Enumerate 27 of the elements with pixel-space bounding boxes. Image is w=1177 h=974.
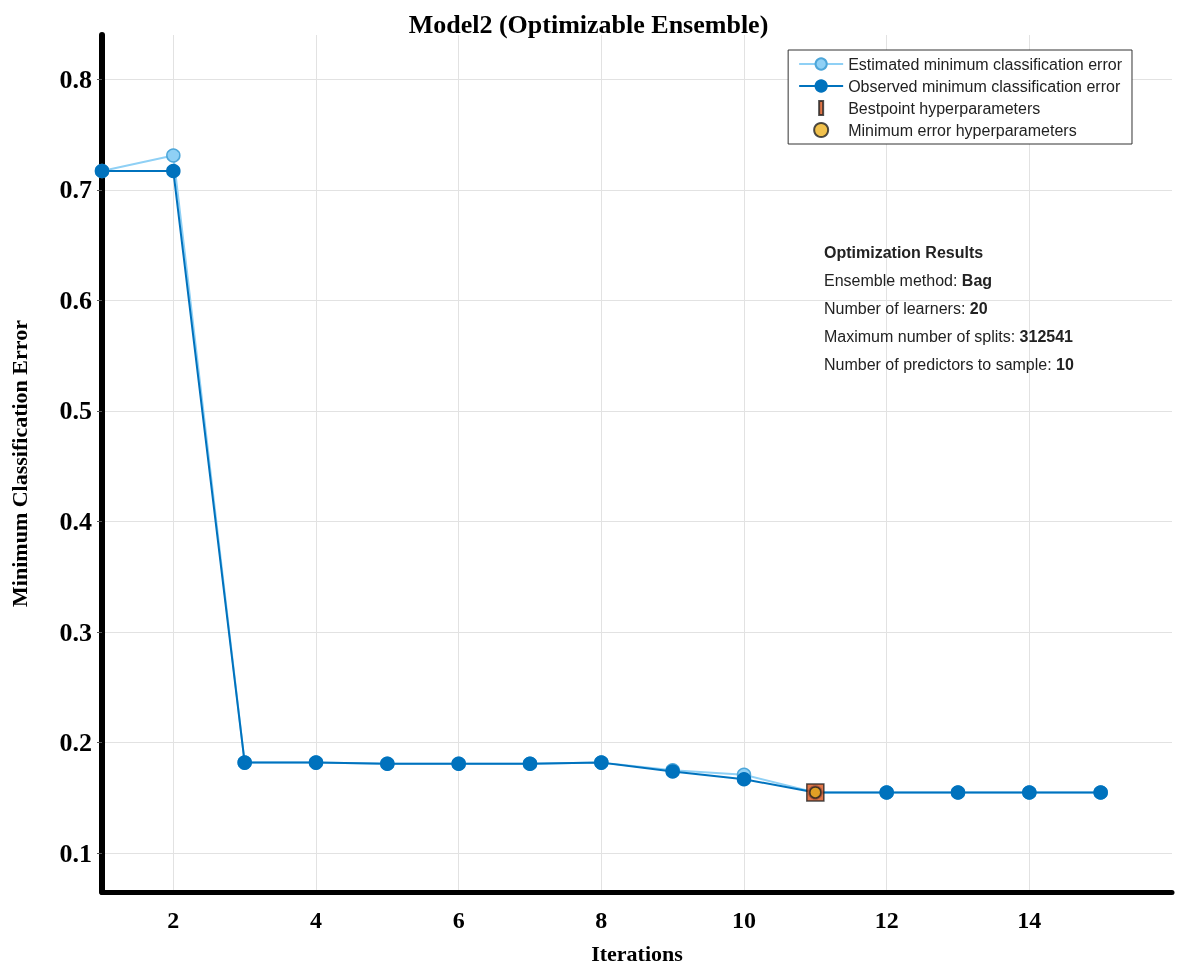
x-tick-label: 2	[167, 907, 180, 933]
x-tick-label: 6	[452, 907, 465, 933]
x-tick-label: 4	[310, 907, 322, 933]
y-tick-label: 0.5	[59, 396, 92, 426]
y-tick-label: 0.6	[59, 285, 92, 315]
y-tick-label: 0.4	[59, 507, 92, 537]
annotation: Maximum number of splits: 312541	[824, 327, 1074, 345]
y-axis-title: Minimum Classification Error	[6, 319, 32, 607]
annotation: Ensemble method: Bag	[824, 271, 993, 289]
chart-title: Model2 (Optimizable Ensemble)	[408, 9, 769, 39]
x-axis-title: Iterations	[591, 940, 684, 966]
x-tick-label: 14	[1017, 907, 1042, 933]
y-tick-label: 0.7	[59, 175, 92, 205]
x-tick-label: 12	[874, 907, 899, 933]
legend-label: Observed minimum classification error	[848, 77, 1121, 95]
annotation: Number of predictors to sample: 10	[824, 355, 1074, 373]
annotation: Optimization Results	[824, 243, 984, 261]
x-tick-label: 8	[595, 907, 608, 933]
y-tick-label: 0.2	[59, 728, 92, 758]
y-tick-label: 0.8	[59, 64, 92, 94]
legend-label: Minimum error hyperparameters	[848, 121, 1077, 139]
y-tick-label: 0.1	[59, 838, 92, 868]
x-tick-label: 10	[732, 907, 756, 933]
legend-label: Bestpoint hyperparameters	[848, 99, 1041, 117]
annotation: Number of learners: 20	[824, 299, 988, 317]
y-tick-label: 0.3	[59, 617, 92, 647]
legend-label: Estimated minimum classification error	[848, 55, 1123, 73]
